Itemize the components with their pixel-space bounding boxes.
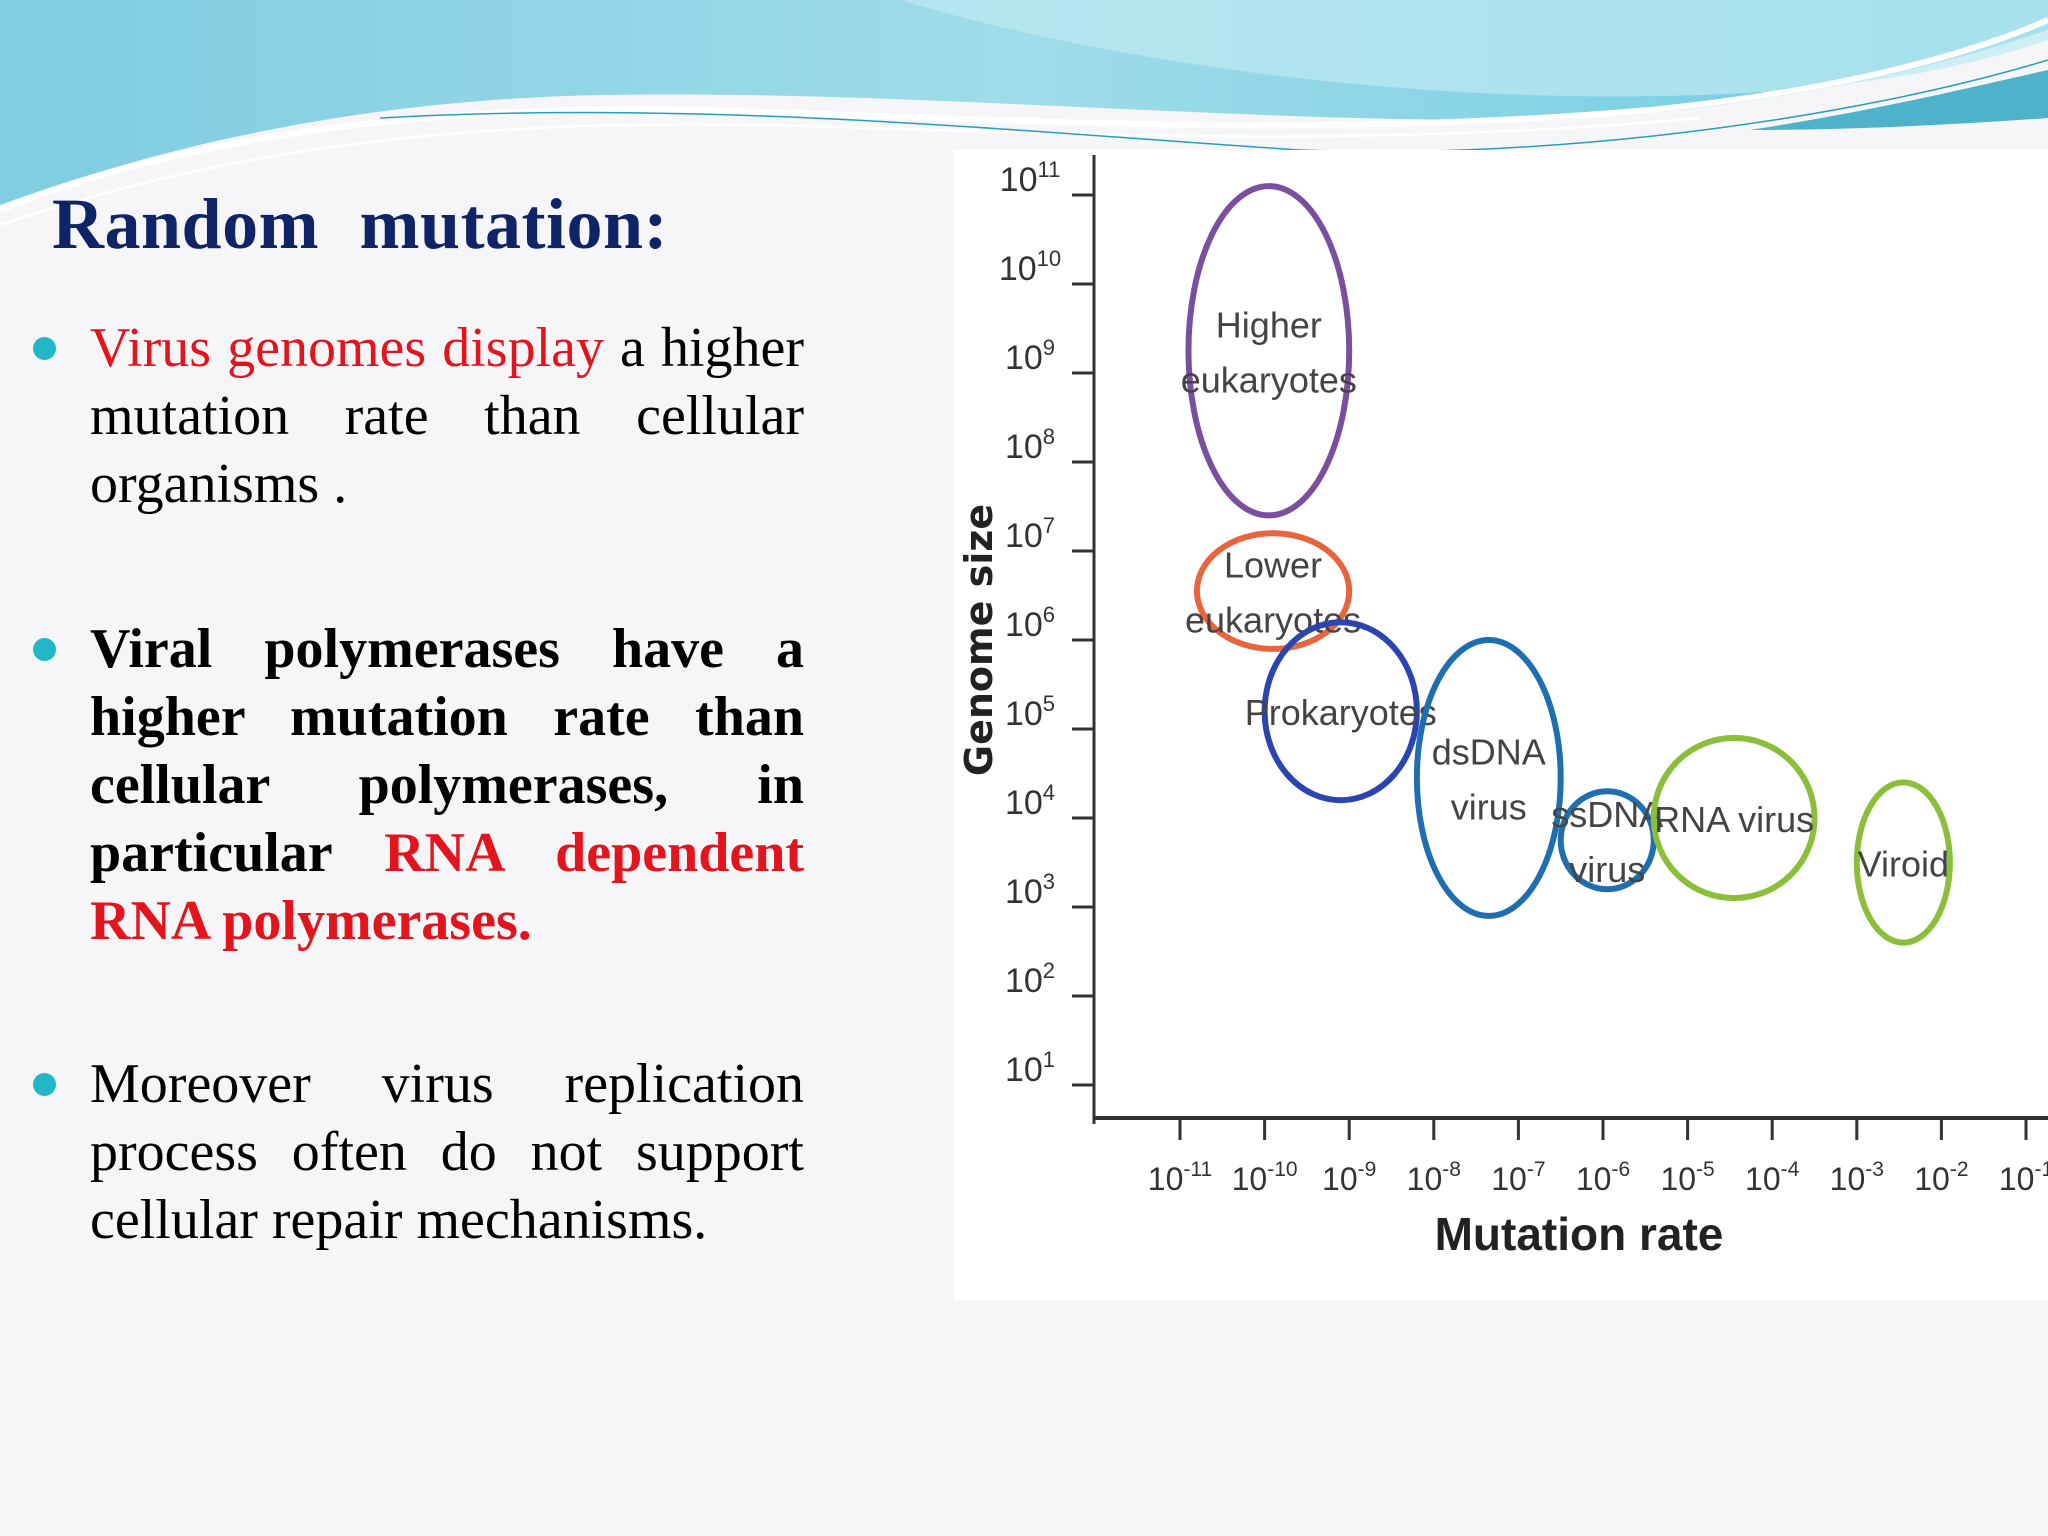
bullet-icon — [33, 638, 56, 661]
group-rna-virus: RNA virus — [1650, 734, 1818, 902]
bullet-viral-polymerases: Viral polymerases have a higher mutation… — [90, 615, 804, 955]
x-tick-label: 10-7 — [1491, 1158, 1545, 1197]
y-tick-label: 101 — [1005, 1047, 1055, 1089]
header-wave-decoration — [0, 0, 2048, 227]
y-tick-label: 1011 — [1000, 157, 1061, 199]
group-label: dsDNA — [1432, 731, 1546, 772]
group-ellipse — [1413, 637, 1564, 919]
x-tick-label: 10-3 — [1830, 1158, 1884, 1197]
group-ellipse — [1185, 183, 1353, 519]
bullet-icon — [33, 1073, 56, 1096]
slide-title: Random mutation: — [52, 184, 669, 264]
x-tick-label: 10-2 — [1914, 1158, 1968, 1197]
group-label: ssDNA — [1551, 794, 1663, 835]
y-axis-label: Genome size — [957, 504, 1001, 776]
group-label: eukaryotes — [1181, 359, 1357, 400]
group-ssdna-virus: ssDNA virus — [1551, 788, 1663, 893]
y-tick-label: 105 — [1005, 691, 1055, 733]
group-label: Lower — [1224, 545, 1322, 586]
x-tick-label: 10-4 — [1745, 1158, 1800, 1197]
bullet-icon — [33, 337, 56, 360]
y-tick-label: 107 — [1005, 513, 1055, 555]
group-ellipse — [1261, 619, 1420, 804]
y-tick-label: 104 — [1005, 780, 1055, 822]
group-label: Prokaryotes — [1245, 692, 1437, 733]
bullet-replication: Moreover virus replication process often… — [90, 1053, 804, 1251]
x-tick-label: 10-8 — [1407, 1158, 1461, 1197]
group-higher-eukaryotes: Higher eukaryotes — [1181, 183, 1357, 519]
x-tick-label: 10-11 — [1148, 1158, 1212, 1197]
group-prokaryotes: Prokaryotes — [1245, 619, 1437, 804]
group-dsdna-virus: dsDNA virus — [1413, 637, 1564, 919]
group-ellipse — [1193, 530, 1353, 652]
bullet-1-text: a higher mutation rate than cellular org… — [90, 317, 805, 515]
x-tick-label: 10-5 — [1660, 1158, 1714, 1197]
bullet-2-highlight: RNA dependent RNA polymerases. — [90, 822, 804, 952]
group-label: RNA virus — [1654, 799, 1814, 840]
bullet-2-text: Viral polymerases have a higher mutation… — [90, 618, 804, 884]
chart-panel: 1011 1010 109 108 107 106 105 104 103 102 101 10-11… — [954, 150, 2048, 1300]
bullet-1-highlight: Virus genomes display — [90, 317, 604, 379]
group-ellipse — [1650, 734, 1818, 902]
group-label: Viroid — [1858, 844, 1949, 885]
x-tick-label: 10-6 — [1576, 1158, 1630, 1197]
group-ellipse — [1557, 788, 1657, 893]
group-label: Higher — [1216, 304, 1322, 345]
y-tick-label: 1010 — [999, 246, 1061, 288]
group-ellipse — [1853, 779, 1953, 946]
group-label: virus — [1569, 849, 1645, 890]
group-label: virus — [1451, 786, 1527, 827]
bullet-virus-genomes: Virus genomes display a higher mutation … — [90, 314, 804, 518]
x-axis-label: Mutation rate — [1435, 1208, 1724, 1260]
y-tick-label: 102 — [1005, 958, 1055, 1000]
y-tick-label: 106 — [1005, 602, 1055, 644]
x-tick-label: 10-1 — [1999, 1158, 2048, 1197]
x-tick-label: 10-9 — [1322, 1158, 1376, 1197]
group-viroid: Viroid — [1853, 779, 1953, 946]
y-tick-label: 109 — [1005, 335, 1055, 377]
y-tick-label: 108 — [1005, 424, 1055, 466]
genome-size-vs-mutation-rate-diagram: 1011101010910810710610510410310210110-11… — [957, 155, 2048, 1260]
x-tick-label: 10-10 — [1232, 1158, 1298, 1197]
y-tick-label: 103 — [1005, 869, 1055, 911]
